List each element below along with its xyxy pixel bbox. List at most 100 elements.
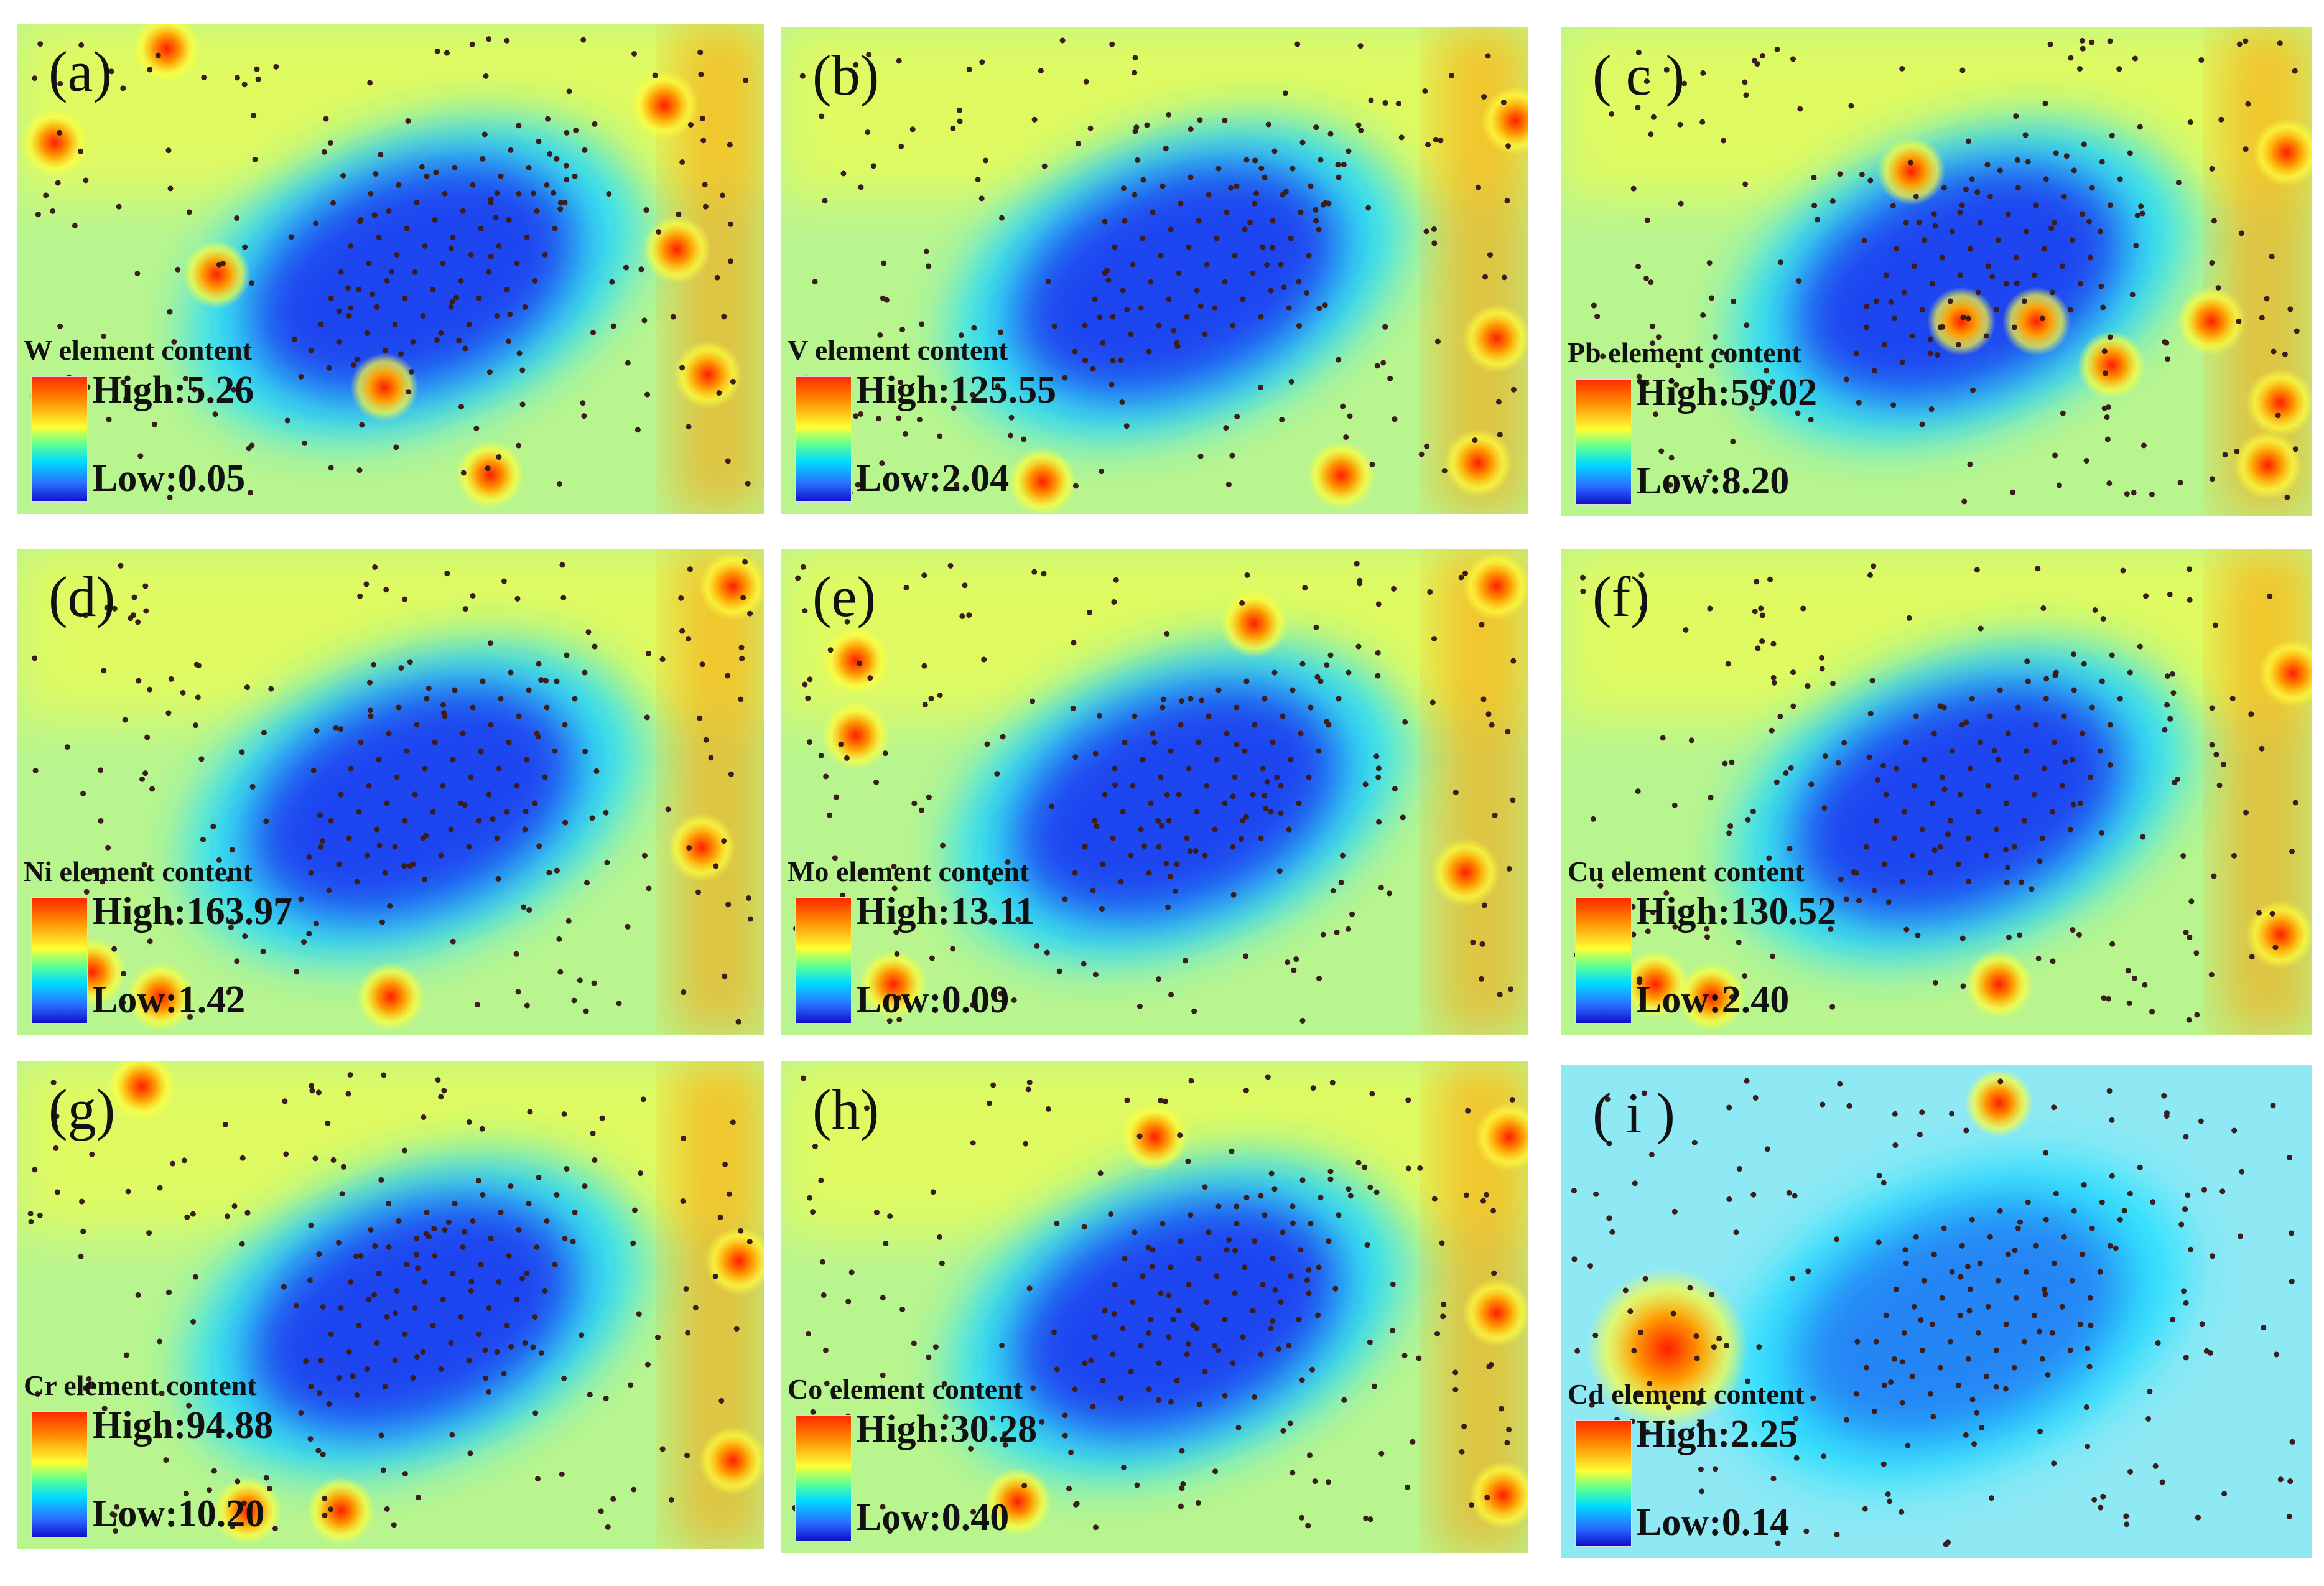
sample-point xyxy=(1278,810,1284,816)
sample-point xyxy=(495,875,501,882)
sample-point xyxy=(799,73,806,79)
sample-point xyxy=(1090,366,1096,372)
sample-point xyxy=(1002,1442,1008,1448)
sample-point xyxy=(1903,220,1909,226)
sample-point xyxy=(474,1002,480,1008)
sample-point xyxy=(382,870,388,876)
sample-point xyxy=(1316,226,1322,233)
sample-point xyxy=(57,129,63,136)
sample-point xyxy=(969,391,975,398)
sample-point xyxy=(424,173,430,179)
sample-point xyxy=(2243,146,2249,152)
sample-point xyxy=(1286,1343,1292,1349)
sample-point xyxy=(1957,272,1963,278)
sample-point xyxy=(345,1091,351,1097)
sample-point xyxy=(458,404,465,410)
sample-point xyxy=(336,338,342,345)
sample-point xyxy=(1960,314,1966,320)
sample-point xyxy=(147,938,153,945)
sample-point xyxy=(966,612,972,618)
sample-point xyxy=(1893,1286,1899,1292)
sample-point xyxy=(422,1279,428,1285)
sample-point xyxy=(2019,879,2025,885)
sample-point xyxy=(2035,956,2042,962)
sample-point xyxy=(300,939,307,945)
sample-point xyxy=(321,149,327,155)
sample-point xyxy=(1234,742,1240,748)
sample-point xyxy=(2087,254,2093,261)
sample-point xyxy=(2011,324,2017,330)
sample-point xyxy=(966,66,972,72)
sample-point xyxy=(1132,55,1138,61)
sample-point xyxy=(1178,1238,1184,1244)
sample-point xyxy=(1039,1419,1045,1425)
legend-high-value: High:5.26 xyxy=(92,369,254,411)
sample-point xyxy=(1913,1234,1919,1240)
sample-point xyxy=(1174,1378,1180,1384)
sample-point xyxy=(2195,1514,2201,1521)
sample-point xyxy=(1441,1301,1447,1307)
sample-point xyxy=(32,655,38,661)
sample-point xyxy=(326,887,332,893)
sample-point xyxy=(480,1192,486,1198)
sample-point xyxy=(1327,1169,1334,1175)
sample-point xyxy=(442,190,448,197)
sample-point xyxy=(1118,1395,1124,1401)
sample-point xyxy=(1299,661,1306,667)
sample-point xyxy=(1957,209,1963,215)
sample-point xyxy=(2261,1325,2267,1331)
sample-point xyxy=(1166,818,1172,824)
sample-point xyxy=(422,765,428,772)
sample-point xyxy=(542,251,548,258)
sample-point xyxy=(875,416,881,422)
sample-point xyxy=(1492,813,1498,819)
sample-point xyxy=(998,329,1004,335)
sample-point xyxy=(147,686,153,693)
sample-point xyxy=(1243,678,1250,684)
sample-point xyxy=(228,918,235,925)
sample-point xyxy=(950,946,956,952)
sample-point xyxy=(494,312,500,319)
sample-point xyxy=(742,559,748,565)
sample-point xyxy=(1434,1330,1441,1336)
sample-point xyxy=(1867,572,1873,578)
sample-point xyxy=(212,411,218,417)
cd-heatmap xyxy=(1561,1065,2312,1558)
sample-point xyxy=(2031,272,2037,278)
sample-point xyxy=(1160,183,1166,189)
sample-point xyxy=(2022,132,2029,138)
sample-point xyxy=(1479,622,1485,628)
sample-point xyxy=(1235,1424,1242,1430)
sample-point xyxy=(1308,183,1314,189)
sample-point xyxy=(1731,298,1737,304)
sample-point xyxy=(1744,322,1750,329)
sample-point xyxy=(307,1436,314,1442)
sample-point xyxy=(433,169,439,175)
sample-point xyxy=(1299,1514,1305,1521)
sample-point xyxy=(1232,1290,1238,1297)
sample-point xyxy=(478,748,484,754)
sample-point xyxy=(1509,1096,1515,1103)
sample-point xyxy=(1811,174,1817,180)
sample-point xyxy=(338,726,344,732)
high-value-hotspot xyxy=(1964,1068,2034,1137)
legend-color-ramp xyxy=(1575,1420,1632,1547)
sample-point xyxy=(604,859,610,865)
sample-point xyxy=(370,291,376,297)
sample-point xyxy=(697,715,703,721)
sample-point xyxy=(394,774,400,780)
sample-point xyxy=(392,321,398,327)
sample-point xyxy=(1571,1256,1578,1262)
sample-point xyxy=(1934,352,1940,358)
sample-point xyxy=(1247,219,1253,225)
sample-point xyxy=(318,1357,324,1363)
sample-point xyxy=(1688,737,1694,744)
sample-point xyxy=(456,337,462,343)
sample-point xyxy=(98,818,104,824)
legend-low-value: Low:2.04 xyxy=(856,457,1010,500)
sample-point xyxy=(111,605,118,612)
sample-point xyxy=(534,1244,540,1250)
sample-point xyxy=(582,1183,588,1189)
sample-point xyxy=(1316,306,1322,312)
sample-point xyxy=(1592,1332,1599,1338)
